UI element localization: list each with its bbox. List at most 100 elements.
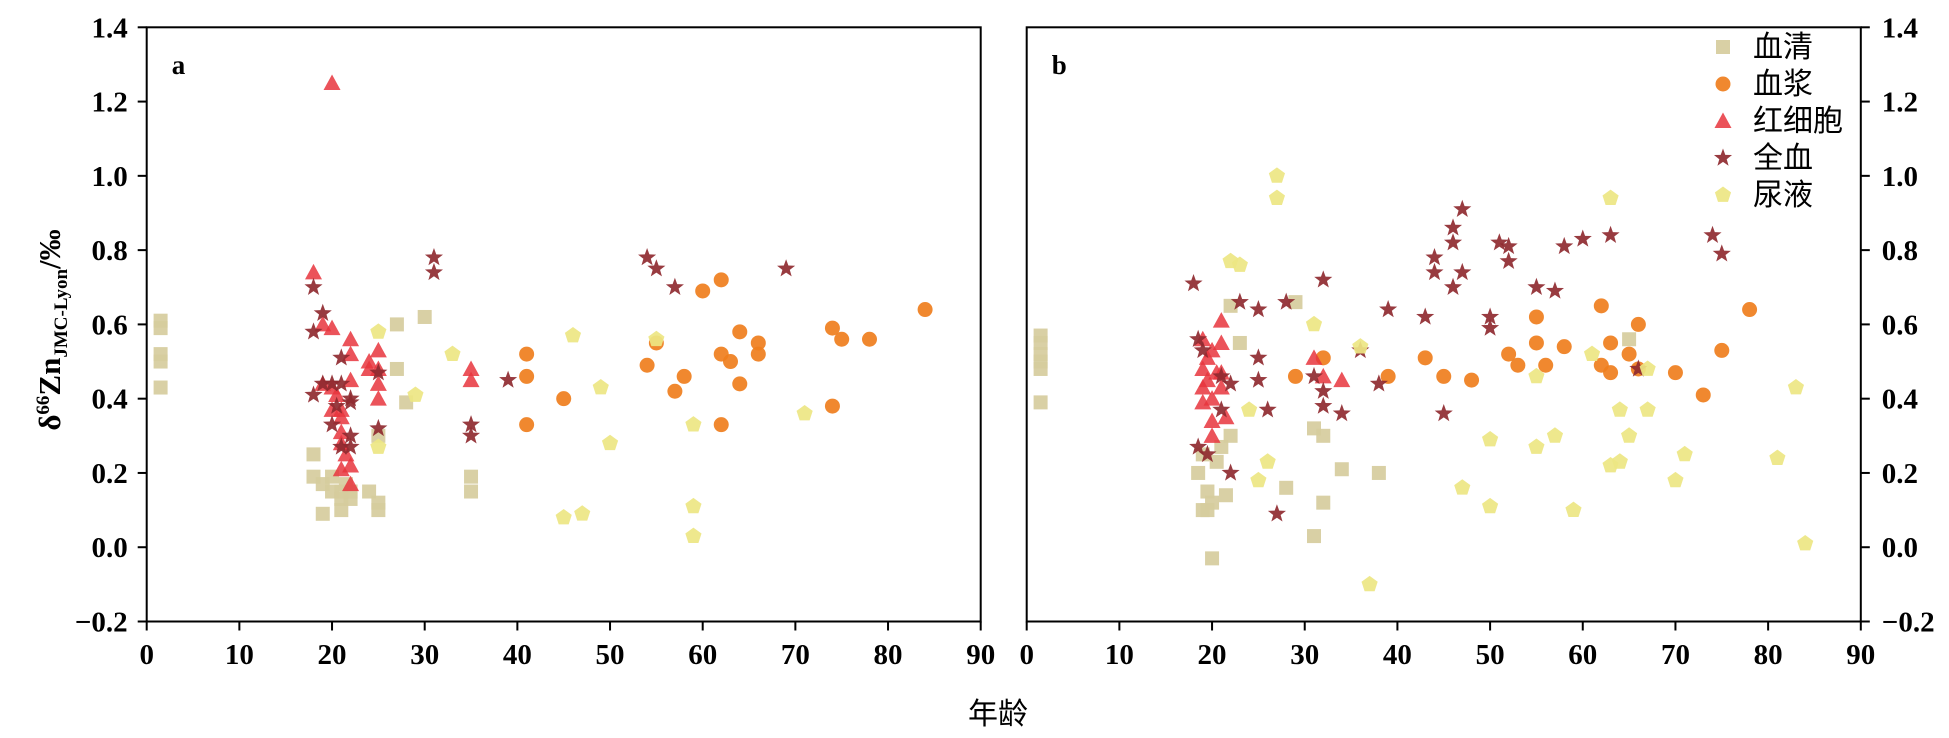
legend-item-circle: 血浆 [1715,68,1813,101]
data-point-pentagon [407,386,424,402]
y-tick-label: 0.8 [91,235,127,267]
panel-a-frame [145,26,982,623]
x-tick-label: 90 [1846,639,1875,671]
data-point-star [1629,359,1648,377]
x-tick-label: 70 [781,639,810,671]
data-point-circle [1510,357,1526,373]
data-point-pentagon [1352,338,1369,354]
data-point-circle [713,417,729,433]
data-point-circle [1287,368,1303,384]
data-point-pentagon [796,405,813,421]
data-point-pentagon [1361,575,1378,592]
data-point-pentagon [1769,449,1786,465]
data-point-star [1189,437,1208,455]
x-tick-label: 20 [318,639,347,671]
data-point-circle [834,331,850,347]
data-point-star [1314,381,1333,399]
data-point-circle [519,417,535,433]
data-point-star [304,385,323,403]
y-tick-label: −0.2 [75,607,128,639]
legend-label: 全血 [1753,142,1813,175]
data-point-star [1258,400,1277,418]
data-point-square [1033,361,1048,376]
data-point-star [499,370,518,388]
data-point-square [153,380,168,395]
data-point-square [1205,551,1220,566]
series-pentagon [370,323,813,543]
data-point-star [1221,374,1240,392]
data-point-circle [824,320,840,336]
data-point-square [1223,298,1238,313]
data-point-circle [519,346,535,362]
data-point-star [1249,370,1268,388]
data-point-triangle [369,341,387,358]
data-point-star [369,418,388,437]
data-point-circle [667,383,683,399]
data-point-square [1232,335,1247,350]
data-point-star [1601,225,1620,243]
data-point-star [369,363,388,381]
data-point-pentagon [1482,431,1499,447]
data-point-star [1267,504,1286,522]
data-point-pentagon [592,379,609,395]
data-point-star [1555,236,1574,255]
data-point-star [1193,340,1212,359]
data-point-triangle [462,371,480,388]
data-point-star [665,277,684,295]
data-point-square [389,317,404,332]
data-point-pentagon [1528,367,1545,384]
data-point-circle [824,398,840,414]
x-tick-label: 50 [1476,639,1505,671]
data-point-star [1212,400,1231,418]
legend-item-square: 血清 [1716,31,1813,64]
data-point-star [1184,274,1203,292]
data-point-triangle [323,319,341,336]
data-point-triangle [1314,367,1332,384]
data-point-triangle [342,457,360,473]
data-point-square [1371,465,1386,480]
data-point-pentagon [1583,345,1601,361]
y-tick-label: −0.2 [1882,607,1935,639]
y-tick-label: 1.0 [91,161,127,193]
data-point-square [1288,295,1303,310]
data-point-circle [732,324,748,340]
x-axis: 0 10 20 30 40 50 60 70 80 90 [1019,621,1875,671]
x-tick-label: 60 [1568,639,1597,671]
legend-label: 血清 [1753,31,1813,64]
panel-b-points [1033,167,1814,592]
data-point-star [313,374,332,392]
data-point-square [306,447,321,462]
data-point-pentagon [574,505,591,521]
data-point-circle [750,346,766,362]
data-point-circle [1714,342,1730,358]
legend-label: 尿液 [1753,179,1813,212]
data-point-triangle [1194,360,1212,376]
data-point-star [1332,404,1351,422]
data-point-circle [713,272,729,288]
data-point-triangle [314,315,332,332]
data-point-star [1249,348,1268,366]
data-point-circle [556,391,572,407]
data-point-star [462,426,481,444]
data-point-square [1218,488,1233,503]
data-point-triangle [462,360,480,376]
data-point-star [1499,236,1518,255]
data-point-star [777,259,796,277]
x-tick-label: 10 [1105,639,1134,671]
data-point-pentagon [648,330,665,347]
data-point-star [1703,225,1722,243]
data-point-square [1279,480,1294,495]
data-point-star [1189,329,1208,347]
data-point-pentagon [1667,471,1684,488]
data-point-square [1214,439,1229,454]
data-point-square [153,321,168,336]
data-point-circle [917,302,933,318]
y-axis-label-prefix: δ [32,415,67,431]
data-point-pentagon [685,497,702,514]
data-point-circle [723,354,738,370]
data-point-star [1198,444,1217,463]
data-point-star [1453,199,1472,217]
y-tick-label: 0.0 [91,532,127,564]
data-point-pentagon [1250,471,1267,488]
data-point-pentagon [1639,360,1656,376]
